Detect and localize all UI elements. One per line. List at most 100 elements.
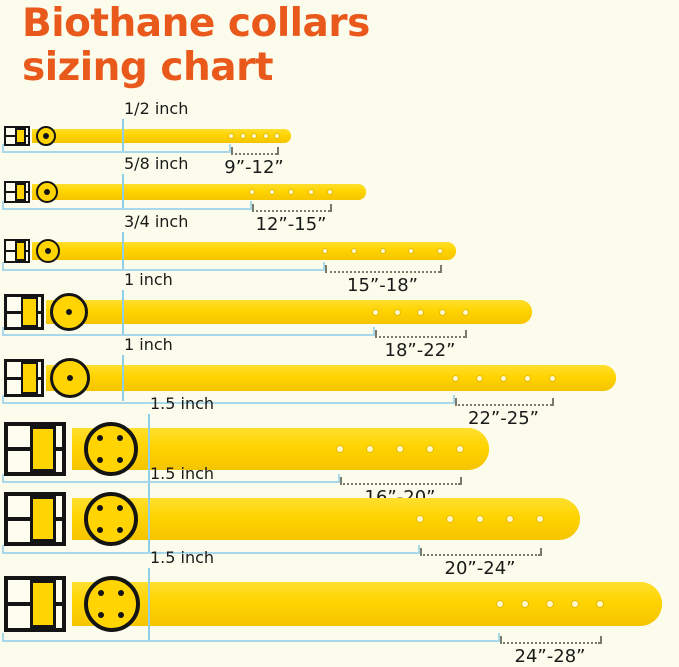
width-tick bbox=[148, 484, 150, 554]
adjustment-hole bbox=[447, 516, 453, 522]
adjustment-hole bbox=[501, 375, 506, 381]
adjustment-hole bbox=[395, 309, 400, 315]
buckle-rivet bbox=[97, 505, 104, 512]
adjustment-hole bbox=[380, 249, 385, 253]
adjustment-hole bbox=[289, 190, 293, 194]
width-tick bbox=[122, 119, 124, 153]
range-dash-line bbox=[231, 153, 277, 155]
baseline-end-cap bbox=[373, 327, 375, 336]
collar-strap bbox=[46, 365, 616, 391]
width-label: 5/8 inch bbox=[124, 154, 189, 173]
length-baseline bbox=[2, 334, 375, 336]
buckle-rivet bbox=[97, 589, 104, 596]
adjustment-hole bbox=[328, 190, 332, 194]
buckle-rivet bbox=[116, 435, 123, 442]
buckle-tongue-plate bbox=[20, 297, 38, 327]
adjustment-hole bbox=[522, 601, 528, 607]
range-start-cap bbox=[340, 477, 342, 485]
width-label: 1 inch bbox=[124, 270, 173, 289]
buckle-tongue-plate bbox=[14, 183, 26, 201]
width-tick bbox=[122, 290, 124, 334]
range-label: 18”-22” bbox=[384, 340, 456, 361]
adjustment-hole bbox=[269, 190, 274, 194]
collar-strap bbox=[32, 129, 291, 143]
width-label: 1.5 inch bbox=[150, 464, 215, 483]
range-dash-line bbox=[455, 404, 552, 406]
buckle-rivet bbox=[97, 526, 104, 533]
adjustment-hole bbox=[440, 309, 445, 315]
range-label: 15”-18” bbox=[347, 275, 418, 296]
baseline-start-cap bbox=[2, 327, 4, 336]
range-end-cap bbox=[600, 636, 602, 644]
d-ring bbox=[50, 293, 88, 331]
adjustment-hole bbox=[507, 516, 513, 522]
adjustment-hole bbox=[452, 375, 458, 381]
buckle-rivet bbox=[116, 456, 123, 463]
adjustment-hole bbox=[497, 601, 503, 607]
range-label: 9”-12” bbox=[224, 157, 284, 178]
baseline-end-cap bbox=[338, 474, 340, 483]
buckle-tongue-plate bbox=[20, 362, 38, 394]
adjustment-hole bbox=[351, 249, 356, 253]
range-end-cap bbox=[277, 147, 279, 155]
baseline-end-cap bbox=[418, 545, 420, 554]
adjustment-hole bbox=[240, 134, 245, 138]
range-dash-line bbox=[420, 554, 540, 556]
buckle-rivet bbox=[117, 612, 124, 619]
strap-surface bbox=[32, 129, 291, 143]
length-baseline bbox=[2, 552, 420, 554]
baseline-start-cap bbox=[2, 201, 4, 210]
collar-strap bbox=[72, 582, 662, 626]
adjustment-hole bbox=[537, 516, 543, 522]
adjustment-hole bbox=[397, 446, 403, 452]
adjustment-hole bbox=[597, 601, 603, 607]
range-end-cap bbox=[440, 265, 442, 273]
range-start-cap bbox=[325, 265, 327, 273]
adjustment-hole bbox=[337, 446, 343, 452]
length-baseline bbox=[2, 481, 340, 483]
baseline-end-cap bbox=[229, 144, 231, 153]
width-label: 1.5 inch bbox=[150, 548, 215, 567]
strap-surface bbox=[32, 242, 456, 260]
adjustment-hole bbox=[417, 516, 423, 522]
range-end-cap bbox=[540, 548, 542, 556]
adjustment-hole bbox=[372, 309, 378, 315]
range-start-cap bbox=[455, 398, 457, 406]
adjustment-hole bbox=[525, 375, 531, 381]
buckle-rivet bbox=[97, 435, 104, 442]
baseline-start-cap bbox=[2, 144, 4, 153]
adjustment-hole bbox=[252, 134, 256, 138]
strap-surface bbox=[46, 365, 616, 391]
range-start-cap bbox=[500, 636, 502, 644]
adjustment-hole bbox=[417, 309, 423, 315]
adjustment-hole bbox=[547, 601, 553, 607]
range-dash-line bbox=[252, 210, 330, 212]
adjustment-hole bbox=[323, 249, 327, 253]
range-dash-line bbox=[375, 336, 465, 338]
strap-surface bbox=[72, 582, 662, 626]
range-start-cap bbox=[420, 548, 422, 556]
d-ring-center bbox=[45, 248, 51, 254]
adjustment-hole bbox=[476, 375, 482, 381]
adjustment-hole bbox=[409, 249, 414, 253]
width-label: 3/4 inch bbox=[124, 212, 189, 231]
range-label: 12”-15” bbox=[255, 214, 327, 235]
strap-surface bbox=[72, 428, 489, 470]
baseline-end-cap bbox=[453, 395, 455, 404]
collar-strap bbox=[72, 428, 489, 470]
baseline-start-cap bbox=[2, 395, 4, 404]
range-label: 24”-28” bbox=[514, 646, 586, 667]
buckle-rivet bbox=[116, 526, 123, 533]
buckle-rivet bbox=[116, 505, 123, 512]
baseline-end-cap bbox=[250, 201, 252, 210]
range-dash-line bbox=[325, 271, 440, 273]
range-start-cap bbox=[231, 147, 233, 155]
buckle-tongue-plate bbox=[30, 426, 57, 472]
adjustment-hole bbox=[438, 249, 442, 253]
range-dash-line bbox=[340, 483, 460, 485]
collar-strap bbox=[46, 300, 532, 324]
range-end-cap bbox=[552, 398, 554, 406]
width-tick bbox=[148, 568, 150, 640]
adjustment-hole bbox=[549, 375, 555, 381]
baseline-start-cap bbox=[2, 474, 4, 483]
